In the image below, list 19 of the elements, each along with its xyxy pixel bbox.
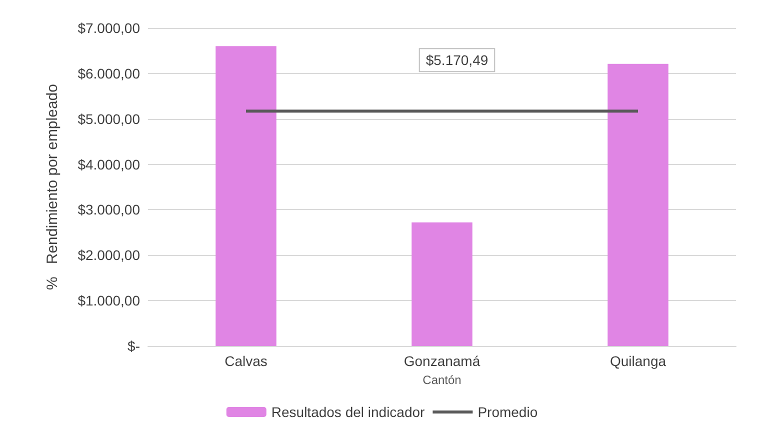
bar xyxy=(412,222,472,346)
x-tick-label: Gonzanamá xyxy=(404,353,480,369)
bar xyxy=(216,46,276,346)
y-tick-label: $7.000,00 xyxy=(78,20,140,36)
data-label: $5.170,49 xyxy=(426,52,488,68)
bar xyxy=(608,64,668,346)
legend-label: Promedio xyxy=(478,404,538,420)
y-tick-label: $2.000,00 xyxy=(78,247,140,264)
y-tick-label: $1.000,00 xyxy=(78,292,140,309)
legend-label: Resultados del indicador xyxy=(271,404,426,420)
x-tick-label: Calvas xyxy=(224,353,268,369)
y-tick-label: $4.000,00 xyxy=(78,156,140,172)
x-axis-title: Cantón xyxy=(422,373,462,387)
x-tick-label: Quilanga xyxy=(610,353,666,369)
y-tick-label: $3.000,00 xyxy=(78,202,140,218)
y-tick-label: $6.000,00 xyxy=(78,65,140,82)
y-tick-label: $- xyxy=(128,338,140,354)
y-tick-label: $5.000,00 xyxy=(78,110,140,127)
y-axis-title: % Rendimiento por empleado xyxy=(44,84,61,290)
